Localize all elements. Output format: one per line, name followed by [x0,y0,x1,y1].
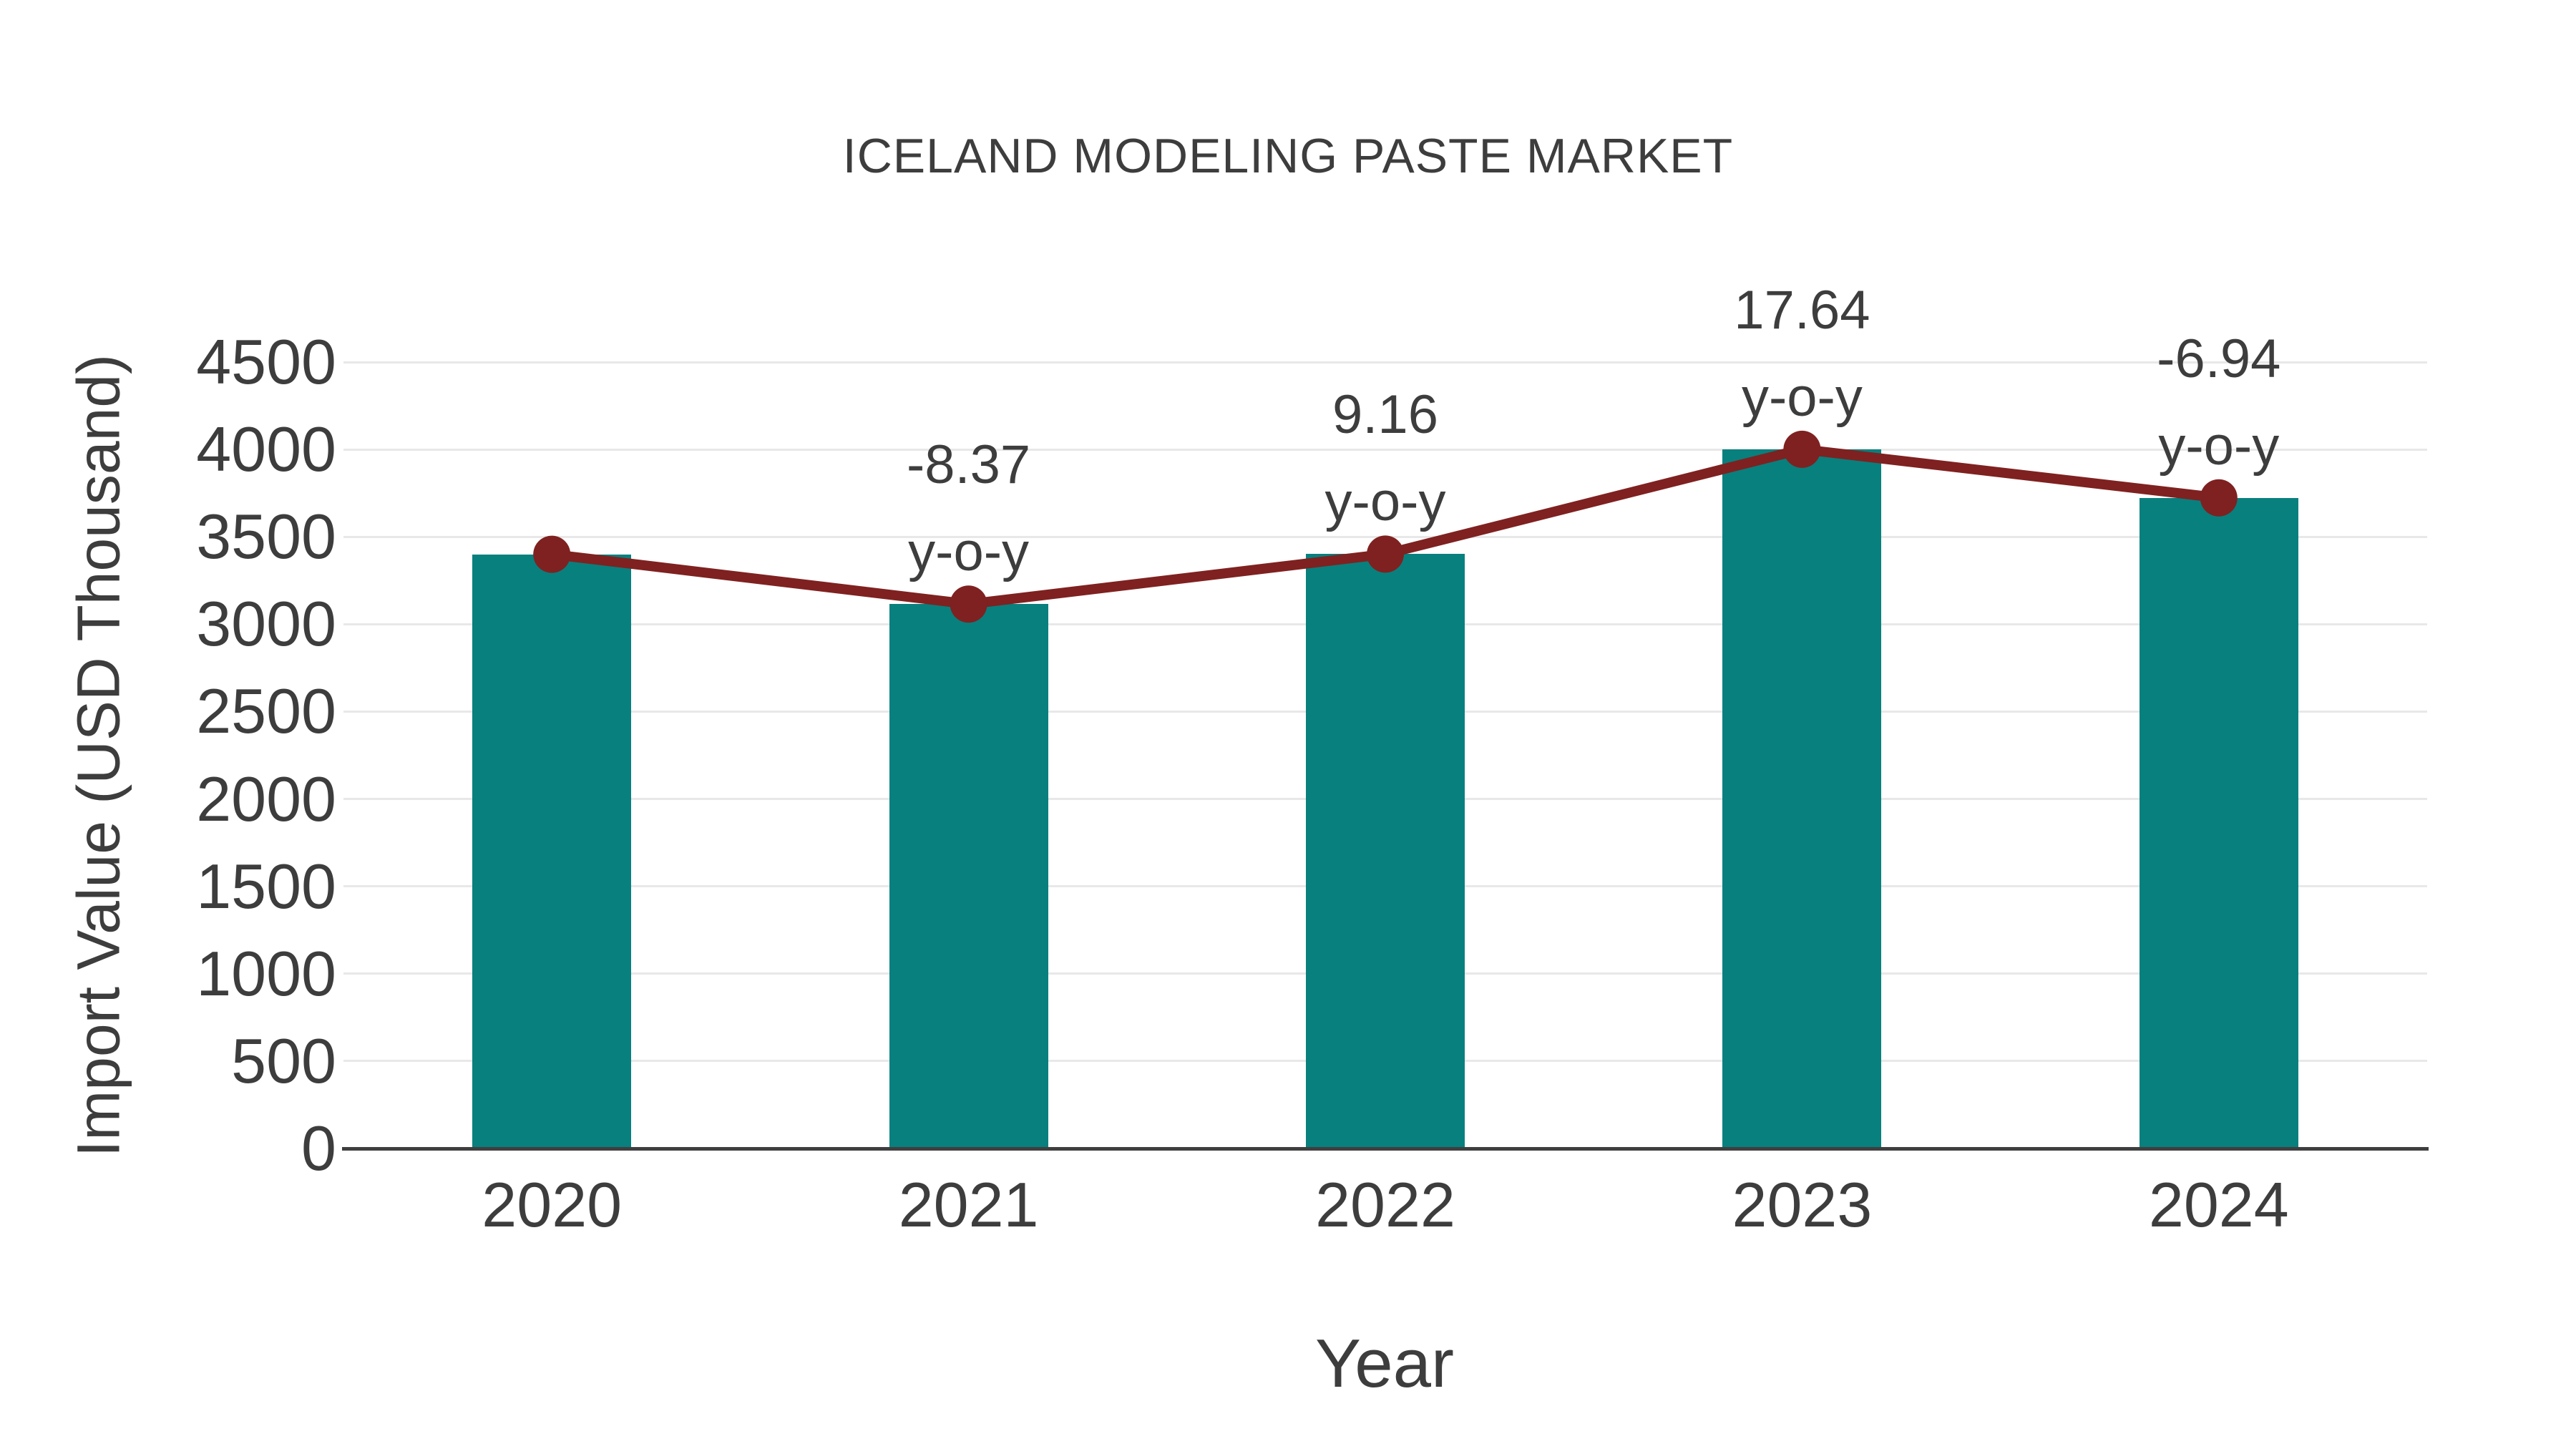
annotation-value: 17.64 [1734,279,1870,341]
annotation-suffix: y-o-y [908,522,1030,583]
bar-2022 [1306,554,1465,1148]
y-tick-label: 1000 [196,937,336,1009]
y-tick-label: 1500 [196,850,336,922]
bar-2021 [889,604,1048,1148]
annotation-value: -8.37 [906,434,1031,496]
y-tick-label: 3000 [196,588,336,660]
bar-2024 [2139,497,2298,1148]
x-tick-label: 2020 [482,1169,623,1240]
x-tick-label: 2023 [1732,1169,1873,1240]
gridline [343,361,2427,364]
annotation-suffix: y-o-y [1741,366,1863,428]
annotation-2023: 17.64 y-o-y [1734,267,1870,441]
y-axis-title: Import Value (USD Thousand) [64,353,132,1158]
x-axis-line [342,1147,2429,1151]
chart-title: ICELAND MODELING PASTE MARKET [842,129,1734,183]
x-tick-label: 2021 [898,1169,1039,1240]
y-tick-label: 2000 [196,763,336,834]
annotation-value: -6.94 [2157,328,2281,389]
y-tick-label: 3500 [196,501,336,572]
annotation-2021: -8.37 y-o-y [907,421,1030,596]
annotation-suffix: y-o-y [2158,415,2280,477]
y-tick-label: 4500 [196,326,336,397]
x-axis-title: Year [1315,1325,1454,1402]
y-tick-label: 2500 [196,675,336,747]
bar-2023 [1722,449,1882,1148]
annotation-2022: 9.16 y-o-y [1325,371,1446,546]
x-tick-label: 2022 [1315,1169,1455,1240]
y-tick-label: 0 [301,1113,336,1184]
annotation-value: 9.16 [1332,384,1438,446]
annotation-suffix: y-o-y [1324,472,1446,533]
annotation-2024: -6.94 y-o-y [2157,316,2280,490]
x-tick-label: 2024 [2148,1169,2289,1240]
bar-2020 [472,554,632,1148]
y-tick-label: 4000 [196,414,336,485]
y-tick-label: 500 [231,1025,336,1096]
